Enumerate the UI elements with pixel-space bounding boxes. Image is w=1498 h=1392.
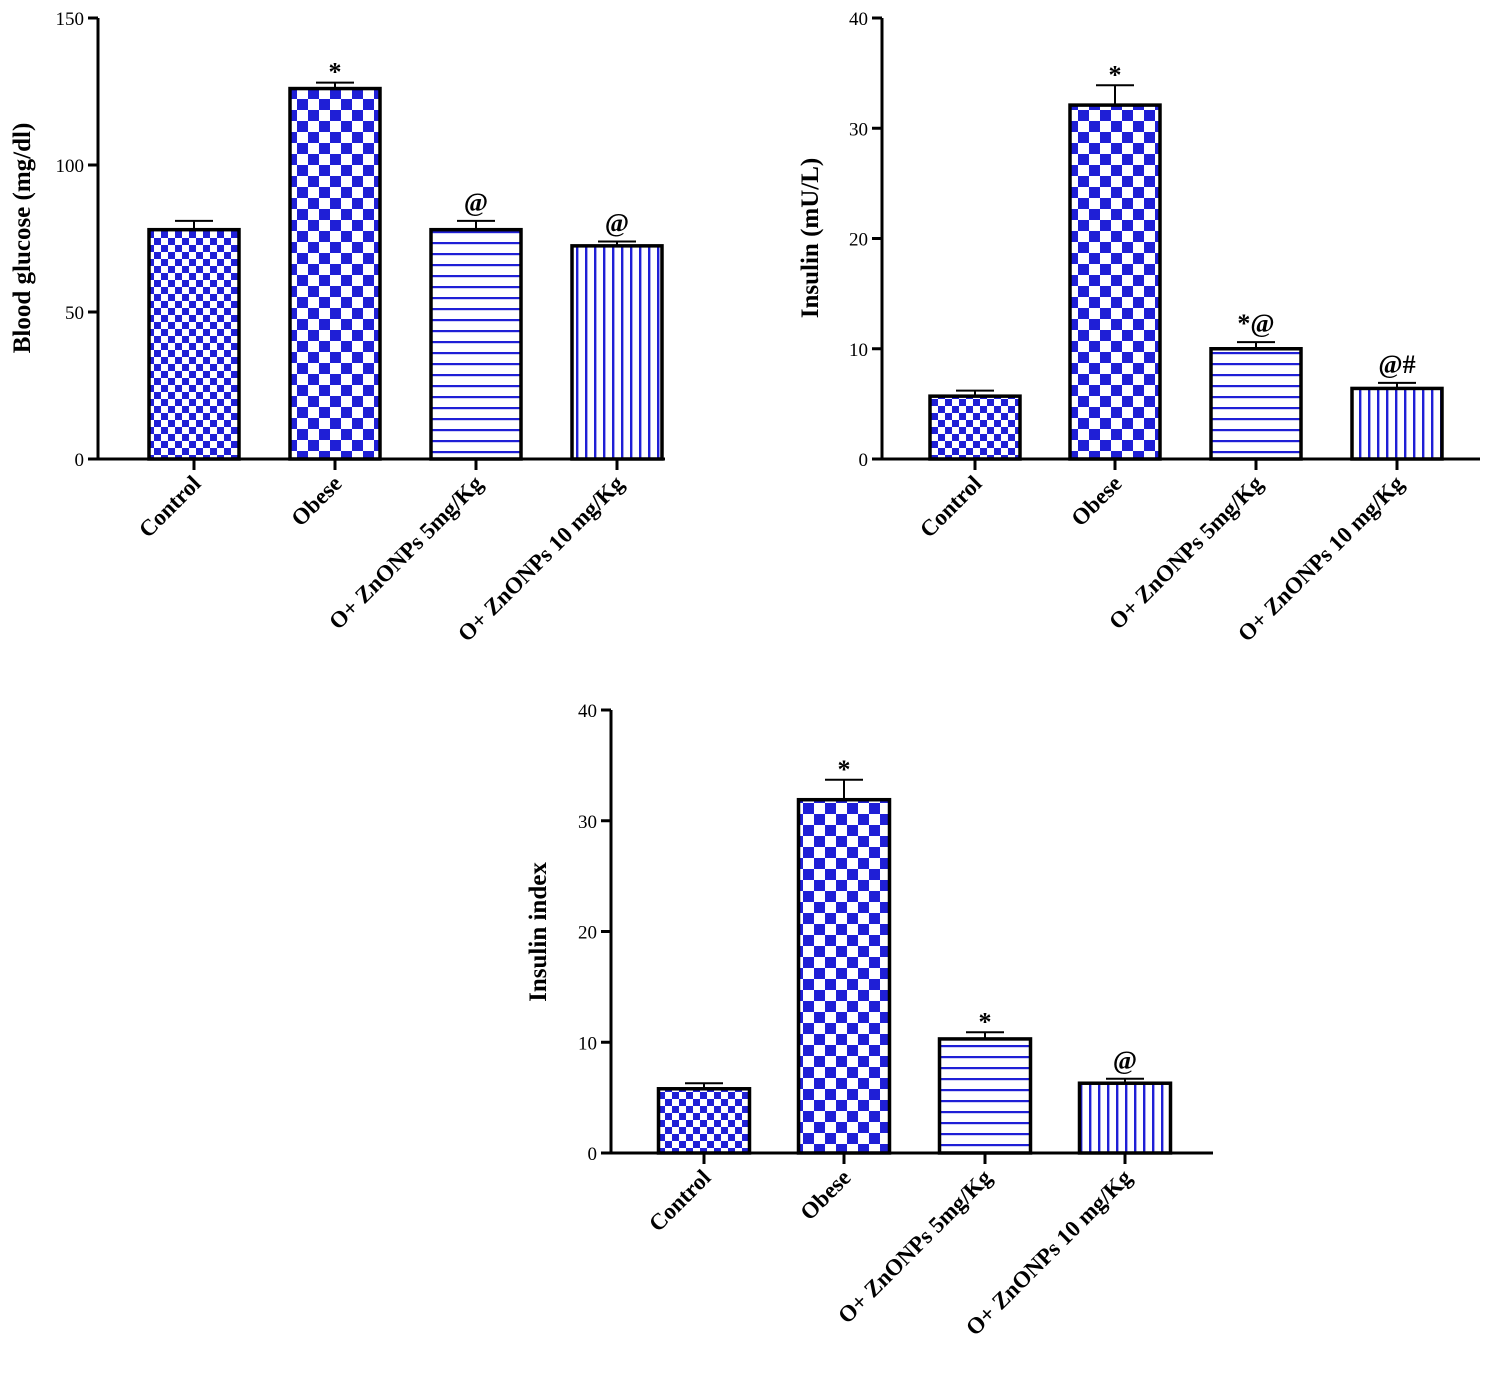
- significance-annotation: *: [1109, 60, 1122, 89]
- bar: [656, 1087, 752, 1155]
- x-category-label: O+ ZnONPs 5mg/Kg: [1104, 471, 1268, 635]
- bar: [147, 227, 241, 461]
- significance-annotation: @#: [1378, 350, 1415, 379]
- significance-annotation: *: [979, 1007, 992, 1036]
- bar: [288, 86, 382, 461]
- y-tick-label: 10: [578, 1033, 597, 1054]
- y-axis-title: Insulin index: [525, 862, 552, 1002]
- x-category-label: O+ ZnONPs 5mg/Kg: [833, 1165, 997, 1329]
- y-tick-label: 100: [56, 156, 85, 177]
- bar: [1209, 347, 1303, 461]
- y-axis-title: Blood glucose (mg/dl): [9, 123, 36, 354]
- x-category-label: O+ ZnONPs 10 mg/Kg: [1233, 471, 1409, 647]
- chart-insulin-index: Insulin index 0 10 20 30 40 Control * Obese * O+ …: [525, 701, 1213, 1340]
- bar: [429, 227, 523, 461]
- x-category-label: Control: [644, 1165, 716, 1237]
- y-tick-label: 40: [578, 701, 597, 722]
- y-tick-label: 30: [578, 812, 597, 833]
- significance-annotation: @: [1113, 1046, 1137, 1075]
- y-tick-label: 40: [849, 9, 868, 30]
- x-category-label: Obese: [286, 471, 346, 531]
- bar: [1077, 1081, 1173, 1155]
- y-tick-label: 10: [849, 340, 868, 361]
- bar: [1068, 103, 1162, 461]
- y-tick-label: 0: [588, 1144, 598, 1165]
- bar: [1350, 386, 1444, 461]
- y-tick-label: 20: [578, 923, 597, 944]
- y-tick-label: 30: [849, 119, 868, 140]
- bar: [570, 244, 664, 461]
- significance-annotation: @: [464, 188, 488, 217]
- x-category-label: Control: [915, 471, 987, 543]
- y-tick-label: 20: [849, 230, 868, 251]
- bar: [937, 1037, 1033, 1155]
- bar: [928, 394, 1022, 461]
- significance-annotation: @: [605, 208, 629, 237]
- x-category-label: O+ ZnONPs 5mg/Kg: [324, 471, 488, 635]
- y-tick-label: 0: [859, 450, 869, 471]
- y-tick-label: 0: [75, 450, 85, 471]
- y-tick-label: 50: [65, 303, 84, 324]
- x-category-label: Control: [134, 471, 206, 543]
- x-category-label: Obese: [1066, 471, 1126, 531]
- y-axis-title: Insulin (mU/L): [797, 158, 824, 318]
- y-tick-label: 150: [56, 9, 85, 30]
- chart-blood-glucose: Blood glucose (mg/dl) 0 50 100 150 Control * O…: [9, 9, 665, 646]
- x-category-label: O+ ZnONPs 10 mg/Kg: [453, 471, 629, 647]
- significance-annotation: *: [838, 755, 851, 784]
- chart-insulin: Insulin (mU/L) 0 10 20 30 40 Control * Obese *@ O…: [797, 9, 1480, 646]
- significance-annotation: *: [329, 58, 342, 87]
- x-category-label: Obese: [795, 1165, 855, 1225]
- significance-annotation: *@: [1237, 309, 1274, 338]
- bar: [796, 797, 892, 1155]
